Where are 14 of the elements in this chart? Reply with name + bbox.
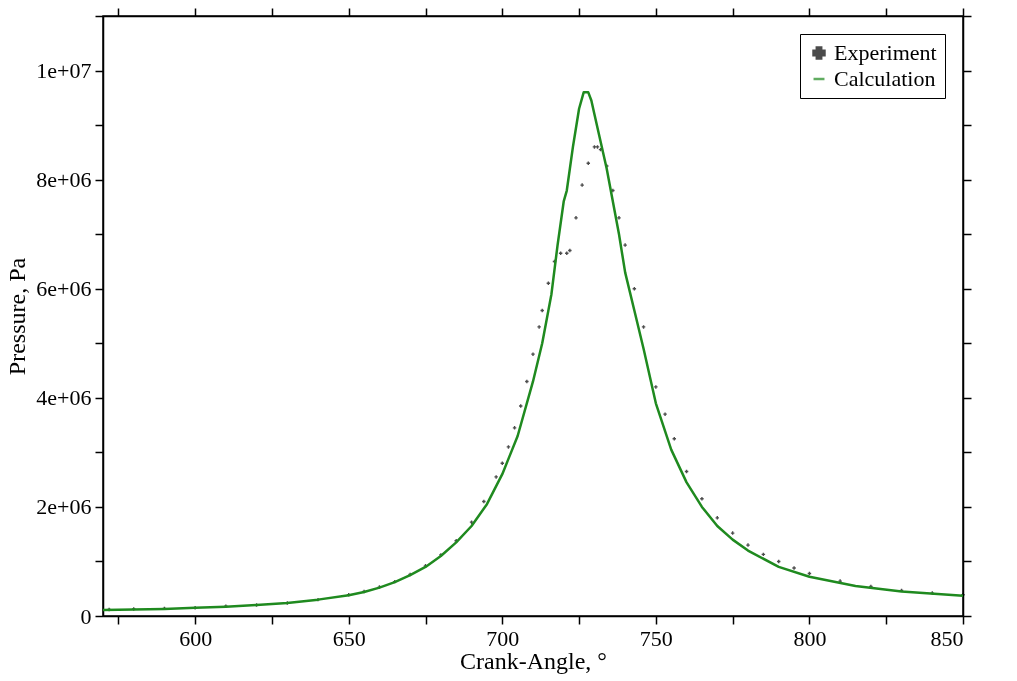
legend-label: Experiment <box>834 40 937 65</box>
legend-label: Calculation <box>834 66 936 91</box>
x-tick-label: 600 <box>179 625 213 651</box>
x-tick-label: 650 <box>332 625 366 651</box>
y-tick-label: 0 <box>80 603 92 629</box>
y-tick-label: 6e+06 <box>36 276 92 302</box>
x-tick-label: 750 <box>639 625 673 651</box>
y-axis-title: Pressure, Pa <box>4 257 31 376</box>
y-tick-label: 2e+06 <box>36 494 92 520</box>
x-tick-label: 850 <box>930 625 964 651</box>
y-tick-label: 4e+06 <box>36 385 92 411</box>
y-tick-label: 8e+06 <box>36 167 92 193</box>
y-tick-label: 1e+07 <box>36 58 92 84</box>
x-tick-label: 800 <box>793 625 827 651</box>
